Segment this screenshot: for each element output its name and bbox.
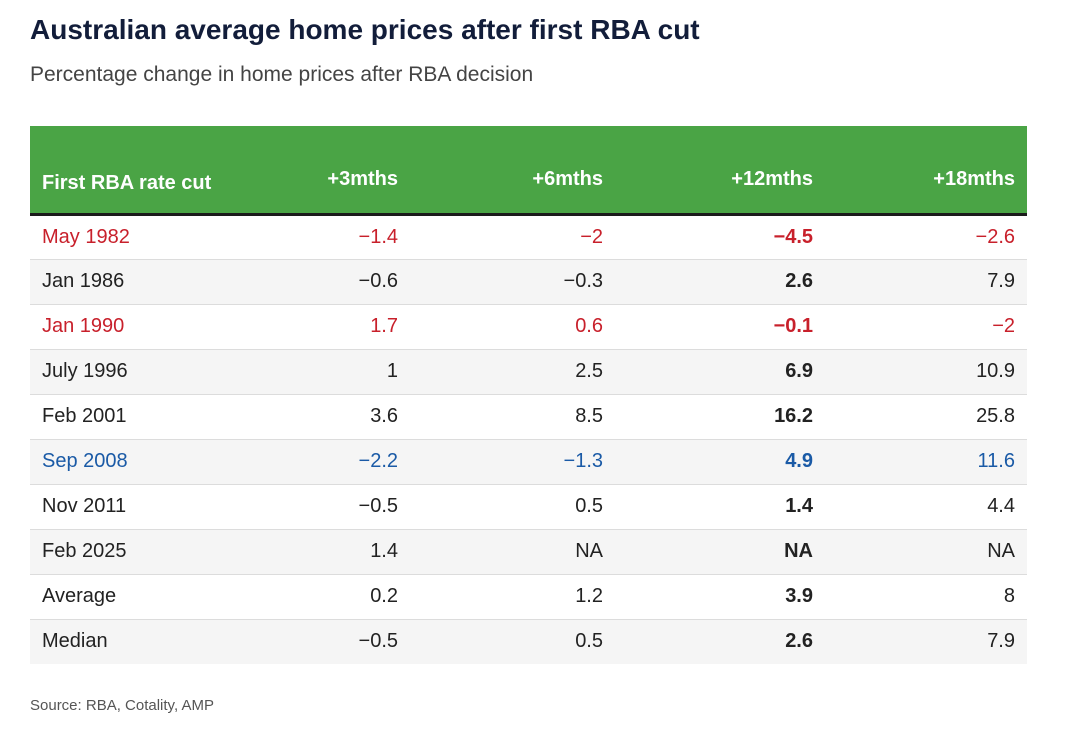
cell-6mths: 0.6 bbox=[575, 315, 603, 337]
cell-6mths: 0.5 bbox=[575, 630, 603, 653]
table-row: Nov 2011 −0.5 0.5 1.4 4.4 bbox=[30, 484, 1027, 529]
row-label: Jan 1990 bbox=[42, 315, 125, 337]
column-header-3mths: +3mths bbox=[327, 167, 398, 190]
cell-3mths: 1.7 bbox=[370, 315, 398, 337]
cell-6mths: −2 bbox=[580, 225, 603, 248]
cell-12mths: 1.4 bbox=[785, 495, 813, 517]
cell-12mths: 2.6 bbox=[785, 270, 813, 292]
column-header-rate-cut: First RBA rate cut bbox=[42, 171, 212, 194]
cell-18mths: −2.6 bbox=[975, 225, 1015, 248]
cell-3mths: 1 bbox=[386, 360, 398, 382]
table-row: Average 0.2 1.2 3.9 8 bbox=[30, 574, 1027, 619]
cell-12mths: 16.2 bbox=[774, 405, 813, 427]
column-header-6mths: +6mths bbox=[532, 167, 603, 190]
cell-3mths: 1.4 bbox=[370, 540, 398, 562]
cell-12mths: −4.5 bbox=[773, 225, 813, 248]
cell-12mths: 2.6 bbox=[785, 630, 813, 653]
cell-12mths: −0.1 bbox=[773, 315, 813, 337]
cell-6mths: 1.2 bbox=[575, 585, 603, 607]
table-row: Feb 2001 3.6 8.5 16.2 25.8 bbox=[30, 394, 1027, 439]
cell-6mths: NA bbox=[575, 540, 603, 562]
cell-3mths: 3.6 bbox=[370, 405, 398, 427]
column-header-18mths: +18mths bbox=[933, 167, 1015, 190]
row-label: Nov 2011 bbox=[42, 495, 127, 517]
cell-12mths: 6.9 bbox=[785, 360, 813, 382]
cell-6mths: 8.5 bbox=[575, 405, 603, 427]
chart-title: Australian average home prices after fir… bbox=[30, 14, 700, 45]
cell-18mths: 7.9 bbox=[987, 270, 1015, 292]
table-row: July 1996 1 2.5 6.9 10.9 bbox=[30, 349, 1027, 394]
cell-12mths: 4.9 bbox=[785, 450, 813, 472]
row-label: Median bbox=[42, 630, 108, 653]
cell-18mths: 7.9 bbox=[987, 630, 1015, 653]
row-label: Jan 1986 bbox=[42, 270, 125, 292]
cell-6mths: −0.3 bbox=[563, 270, 603, 292]
row-label: Sep 2008 bbox=[42, 450, 128, 472]
table-row: May 1982 −1.4 −2 −4.5 −2.6 bbox=[30, 214, 1027, 259]
row-label: Feb 2001 bbox=[42, 405, 127, 427]
cell-3mths: −1.4 bbox=[358, 225, 398, 248]
cell-3mths: 0.2 bbox=[370, 585, 398, 607]
row-label: Feb 2025 bbox=[42, 540, 127, 562]
table-row: Feb 2025 1.4 NA NA NA bbox=[30, 529, 1027, 574]
table-row: Sep 2008 −2.2 −1.3 4.9 11.6 bbox=[30, 439, 1027, 484]
table-body: May 1982 −1.4 −2 −4.5 −2.6 Jan 1986 −0.6 −0.3 2.… bbox=[30, 214, 1027, 664]
table-row: Jan 1986 −0.6 −0.3 2.6 7.9 bbox=[30, 259, 1027, 304]
cell-3mths: −0.5 bbox=[358, 630, 398, 653]
cell-18mths: −2 bbox=[992, 315, 1015, 337]
chart-subtitle: Percentage change in home prices after R… bbox=[30, 63, 534, 86]
cell-6mths: −1.3 bbox=[563, 450, 603, 472]
cell-18mths: 25.8 bbox=[976, 405, 1015, 427]
cell-12mths: NA bbox=[784, 540, 813, 562]
cell-3mths: −2.2 bbox=[358, 450, 398, 472]
cell-18mths: 11.6 bbox=[977, 450, 1015, 472]
cell-18mths: 4.4 bbox=[987, 495, 1015, 517]
cell-3mths: −0.5 bbox=[358, 495, 398, 517]
source-note: Source: RBA, Cotality, AMP bbox=[30, 697, 214, 714]
cell-18mths: 8 bbox=[1003, 585, 1015, 607]
column-header-12mths: +12mths bbox=[731, 167, 813, 190]
row-label: Average bbox=[42, 585, 117, 607]
cell-6mths: 2.5 bbox=[575, 360, 603, 382]
cell-3mths: −0.6 bbox=[358, 270, 398, 292]
row-label: May 1982 bbox=[42, 225, 130, 248]
table-row: Jan 1990 1.7 0.6 −0.1 −2 bbox=[30, 304, 1027, 349]
table-row: Median −0.5 0.5 2.6 7.9 bbox=[30, 619, 1027, 664]
cell-18mths: 10.9 bbox=[976, 360, 1015, 382]
cell-18mths: NA bbox=[987, 540, 1015, 562]
row-label: July 1996 bbox=[42, 360, 128, 382]
cell-6mths: 0.5 bbox=[575, 495, 603, 517]
data-table: First RBA rate cut +3mths +6mths +12mths… bbox=[30, 126, 1027, 664]
cell-12mths: 3.9 bbox=[785, 585, 813, 607]
table-header-row: First RBA rate cut +3mths +6mths +12mths… bbox=[30, 126, 1027, 214]
